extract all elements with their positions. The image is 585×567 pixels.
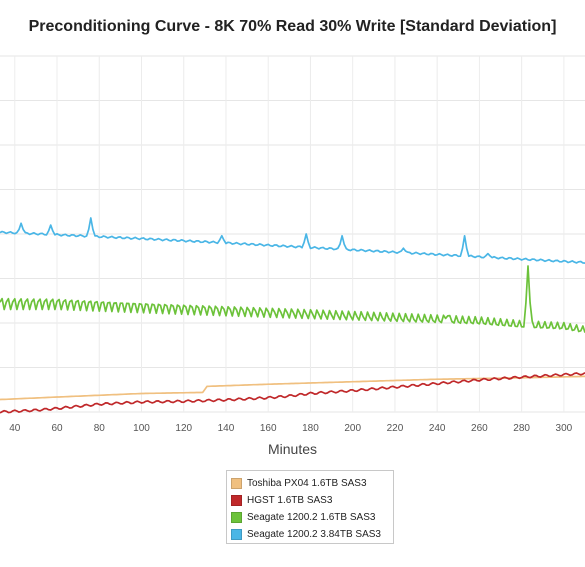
series-seagate-3-84tb-line — [0, 217, 585, 264]
x-tick-labels: 40 60 80 100 120 140 160 180 200 220 240 260 280 300 — [9, 423, 572, 434]
legend-label-toshiba: Toshiba PX04 1.6TB SAS3 — [247, 478, 367, 489]
legend: Toshiba PX04 1.6TB SAS3 HGST 1.6TB SAS3 … — [226, 470, 394, 544]
x-tick-label: 260 — [471, 423, 488, 434]
legend-swatch-toshiba — [231, 478, 242, 489]
series-toshiba-line — [0, 375, 585, 401]
series-lines — [0, 217, 585, 414]
x-tick-label: 300 — [556, 423, 573, 434]
x-tick-label: 220 — [387, 423, 404, 434]
x-tick-label: 240 — [429, 423, 446, 434]
x-tick-label: 140 — [218, 423, 235, 434]
x-tick-label: 280 — [513, 423, 530, 434]
series-hgst-line — [0, 371, 585, 414]
x-axis-label: Minutes — [267, 441, 318, 457]
legend-swatch-hgst — [231, 495, 242, 506]
legend-label-seagate-3-84tb: Seagate 1200.2 3.84TB SAS3 — [247, 529, 381, 540]
legend-swatch-seagate-1-6tb — [231, 512, 242, 523]
legend-item-seagate-1-6tb[interactable]: Seagate 1200.2 1.6TB SAS3 — [231, 509, 393, 526]
legend-item-toshiba[interactable]: Toshiba PX04 1.6TB SAS3 — [231, 475, 393, 492]
x-tick-label: 120 — [175, 423, 192, 434]
legend-label-seagate-1-6tb: Seagate 1200.2 1.6TB SAS3 — [247, 512, 376, 523]
x-tick-label: 60 — [51, 423, 63, 434]
legend-label-hgst: HGST 1.6TB SAS3 — [247, 495, 333, 506]
x-tick-label: 200 — [344, 423, 361, 434]
x-tick-label: 80 — [94, 423, 106, 434]
chart-plot: 40 60 80 100 120 140 160 180 200 220 240 260 280 300 — [0, 55, 585, 434]
x-tick-label: 180 — [302, 423, 319, 434]
x-tick-label: 40 — [9, 423, 21, 434]
legend-item-seagate-3-84tb[interactable]: Seagate 1200.2 3.84TB SAS3 — [231, 526, 393, 543]
x-tick-label: 160 — [260, 423, 277, 434]
legend-item-hgst[interactable]: HGST 1.6TB SAS3 — [231, 492, 393, 509]
chart-title: Preconditioning Curve - 8K 70% Read 30% … — [28, 18, 557, 35]
series-seagate-1-6tb-line — [0, 265, 585, 333]
legend-swatch-seagate-3-84tb — [231, 529, 242, 540]
x-tick-label: 100 — [133, 423, 150, 434]
